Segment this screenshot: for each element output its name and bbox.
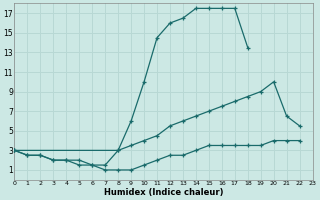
X-axis label: Humidex (Indice chaleur): Humidex (Indice chaleur)	[104, 188, 223, 197]
